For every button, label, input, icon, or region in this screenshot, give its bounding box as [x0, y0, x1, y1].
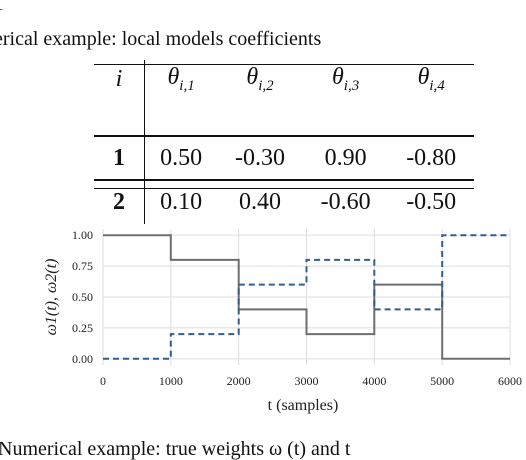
- y-axis-label: ω1(t), ω2(t): [43, 259, 60, 336]
- table-cell: 0.50: [144, 136, 218, 181]
- table-label: e 1: [0, 0, 4, 15]
- table-bottom-rule: [94, 188, 474, 189]
- row-index: 1: [94, 136, 145, 181]
- x-axis-label: t (samples): [268, 397, 339, 414]
- table-row: 2 0.10 0.40 -0.60 -0.50: [94, 180, 474, 224]
- table-cell: 0.90: [302, 136, 389, 181]
- coefficients-table: i θi,1 θi,2 θi,3 θi,4 1 0.50 -0.30 0.90 …: [94, 60, 474, 224]
- table-row: 1 0.50 -0.30 0.90 -0.80: [94, 136, 474, 181]
- x-tick-label: 6000: [498, 374, 522, 388]
- chart-grid: [102, 229, 511, 365]
- y-tick-label: 0.00: [72, 352, 93, 366]
- y-tick-label: 0.25: [72, 321, 93, 335]
- y-tick-label: 0.50: [72, 290, 93, 304]
- table-top-rule: [94, 64, 474, 65]
- table-caption: erical example: local models coefficient…: [0, 28, 322, 50]
- series-line-omega2: [103, 234, 510, 360]
- table-cell: 0.10: [160, 189, 203, 215]
- chart-series: [103, 234, 510, 360]
- header-theta-2: θi,2: [246, 63, 274, 94]
- y-tick-label: 1.00: [72, 228, 93, 242]
- header-theta-3: θi,3: [331, 63, 360, 94]
- x-tick-label: 2000: [227, 374, 251, 388]
- header-theta-4: θi,4: [417, 63, 445, 94]
- table-cell: 0.40: [239, 189, 282, 215]
- y-tick-label: 0.75: [72, 259, 93, 273]
- figure-caption: 4. Numerical example: true weights ω (t)…: [0, 438, 351, 460]
- table-cell: -0.80: [388, 136, 474, 181]
- header-i: i: [94, 60, 145, 98]
- row-index: 2: [94, 180, 145, 224]
- x-tick-label: 1000: [159, 374, 183, 388]
- table-cell: -0.60: [320, 189, 371, 215]
- table-cell: -0.50: [406, 189, 457, 215]
- x-tick-label: 3000: [295, 374, 319, 388]
- header-theta-1: θi,1: [167, 63, 195, 94]
- table-cell: -0.30: [217, 136, 303, 181]
- x-tick-label: 0: [100, 374, 106, 388]
- x-tick-label: 5000: [430, 374, 454, 388]
- chart-ticks: 0 1000 2000 3000 4000 5000 6000 0.00 0.25 0.50 0.7…: [72, 228, 522, 388]
- weights-step-chart: 0 1000 2000 3000 4000 5000 6000 0.00 0.25 0.50 0.7…: [43, 228, 522, 414]
- x-tick-label: 4000: [362, 374, 386, 388]
